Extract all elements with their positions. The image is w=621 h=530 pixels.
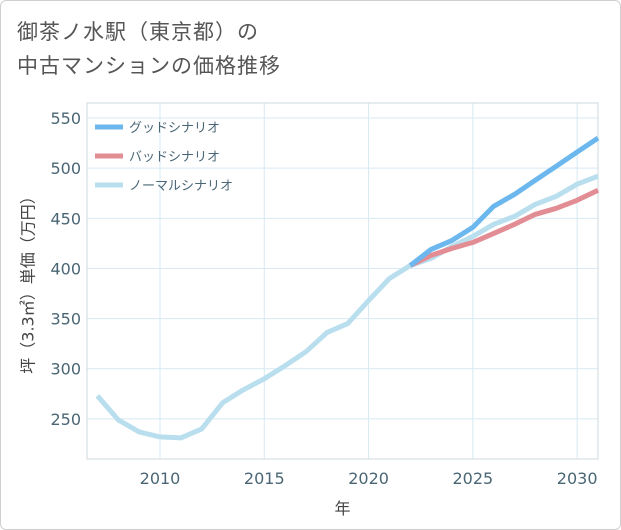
series-line-0 — [408, 136, 600, 268]
chart-title: 御茶ノ水駅（東京都）の 中古マンションの価格推移 — [17, 15, 281, 83]
y-tick-label: 350 — [50, 310, 81, 329]
y-tick-label: 550 — [50, 109, 81, 128]
x-tick-label: 2030 — [557, 469, 598, 488]
x-tick-label: 2015 — [244, 469, 285, 488]
plot-frame — [86, 102, 599, 460]
legend-label: グッドシナリオ — [129, 121, 220, 136]
grid-lines — [87, 103, 598, 459]
axis-ticks: 2010 2015 2020 2025 2030 250 300 350 400 450 500 55… — [50, 109, 597, 488]
legend-label: バッドシナリオ — [129, 150, 220, 165]
series-line-1 — [409, 187, 600, 268]
x-tick-label: 2010 — [140, 469, 181, 488]
chart-title-line-1: 御茶ノ水駅（東京都）の — [17, 20, 259, 44]
y-tick-label: 400 — [50, 259, 81, 278]
x-axis-label: 年 — [334, 499, 350, 518]
x-tick-label: 2020 — [348, 469, 389, 488]
y-tick-label: 300 — [50, 360, 81, 379]
y-tick-label: 450 — [50, 209, 81, 228]
y-axis-label: 坪（3.3㎡）単価（万円） — [19, 188, 38, 373]
chart-title-line-2: 中古マンションの価格推移 — [17, 54, 281, 78]
series-lines — [95, 136, 600, 441]
series-line-2 — [95, 173, 599, 441]
legend-label: ノーマルシナリオ — [129, 179, 233, 194]
x-tick-label: 2025 — [452, 469, 493, 488]
y-tick-label: 500 — [50, 159, 81, 178]
y-tick-label: 250 — [50, 410, 81, 429]
